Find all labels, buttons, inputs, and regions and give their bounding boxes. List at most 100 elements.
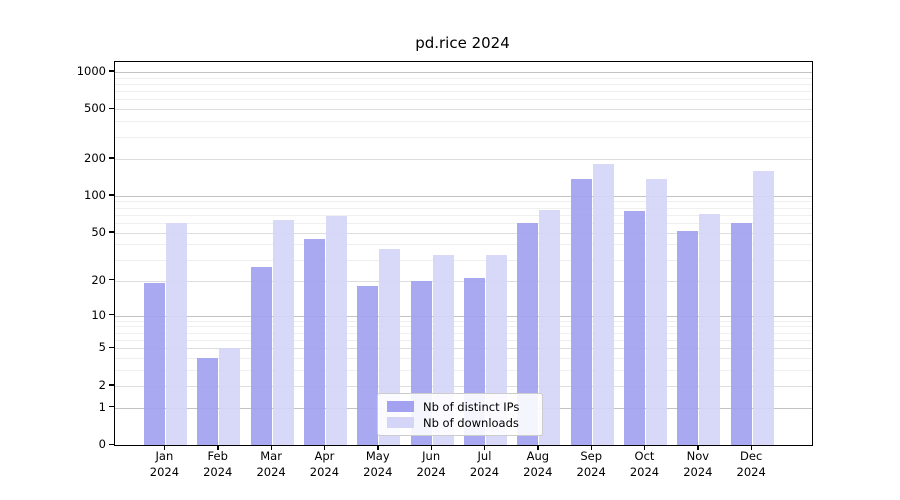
major-gridline	[115, 71, 812, 73]
x-tick-label: Nov 2024	[666, 449, 730, 480]
y-tick-mark	[109, 231, 114, 233]
y-tick-label: 0	[98, 437, 106, 451]
mid-gridline	[115, 280, 812, 282]
legend: Nb of distinct IPs Nb of downloads	[377, 393, 543, 436]
x-tick-month: Sep	[580, 449, 602, 463]
legend-item-distinct-ips: Nb of distinct IPs	[387, 399, 533, 414]
legend-label-distinct-ips: Nb of distinct IPs	[423, 399, 520, 414]
mid-gridline	[115, 348, 812, 350]
minor-gridline	[115, 77, 812, 79]
x-tick-mark	[430, 445, 433, 450]
y-tick-label: 1000	[76, 63, 106, 78]
bar-distinct-ips	[517, 223, 539, 445]
bar-distinct-ips	[677, 230, 699, 445]
y-tick-label: 200	[84, 150, 106, 165]
x-tick-month: Aug	[526, 449, 550, 463]
mid-gridline	[115, 109, 812, 111]
plot-area	[114, 61, 813, 446]
bar-downloads	[592, 164, 614, 445]
x-tick-year: 2024	[736, 464, 766, 479]
minor-gridline	[115, 207, 812, 209]
x-tick-mark	[483, 445, 486, 450]
y-tick-label: 10	[91, 307, 106, 322]
y-tick-mark	[109, 157, 114, 159]
legend-swatch-distinct-ips	[387, 401, 414, 412]
x-tick-label: May 2024	[346, 449, 410, 480]
x-tick-label: Jan 2024	[132, 449, 196, 480]
x-tick-year: 2024	[149, 464, 180, 479]
x-tick-mark	[750, 445, 753, 450]
x-tick-label: Jun 2024	[399, 449, 463, 480]
y-tick-mark	[109, 279, 114, 281]
bar-distinct-ips	[197, 358, 219, 445]
minor-gridline	[115, 332, 812, 334]
y-tick-mark	[109, 107, 114, 110]
x-tick-label: Feb 2024	[186, 449, 250, 480]
bar-downloads	[699, 214, 721, 445]
x-tick-label: Sep 2024	[559, 449, 623, 480]
x-tick-month: Oct	[634, 449, 655, 463]
bar-downloads	[219, 348, 241, 445]
minor-gridline	[115, 91, 812, 93]
minor-gridline	[115, 214, 812, 216]
x-tick-month: May	[365, 449, 390, 463]
x-tick-month: Jul	[477, 449, 492, 463]
x-tick-label: Mar 2024	[239, 449, 303, 480]
y-tick-label: 50	[91, 224, 106, 239]
bar-distinct-ips	[624, 211, 645, 445]
x-tick-label: Jul 2024	[452, 449, 516, 480]
y-tick-mark	[109, 314, 114, 316]
x-tick-month: Feb	[207, 449, 228, 463]
x-tick-month: Mar	[260, 449, 282, 463]
x-tick-mark	[217, 445, 219, 450]
mid-gridline	[115, 385, 812, 387]
minor-gridline	[115, 136, 812, 138]
minor-gridline	[115, 201, 812, 203]
bar-downloads	[752, 170, 774, 445]
x-tick-month: Jan	[155, 449, 174, 463]
bar-distinct-ips	[730, 223, 752, 445]
x-tick-label: Aug 2024	[506, 449, 570, 480]
mid-gridline	[115, 232, 812, 234]
y-tick-mark	[109, 346, 114, 349]
bar-downloads	[165, 223, 187, 445]
x-tick-mark	[163, 445, 166, 450]
x-tick-mark	[537, 445, 539, 450]
x-tick-year: 2024	[309, 464, 340, 479]
minor-gridline	[115, 99, 812, 101]
bar-distinct-ips	[303, 239, 325, 445]
x-tick-mark	[697, 445, 699, 450]
bar-downloads	[646, 179, 667, 445]
major-gridline	[115, 315, 812, 317]
minor-gridline	[115, 83, 812, 85]
y-tick-label: 20	[91, 272, 106, 287]
minor-gridline	[115, 259, 812, 261]
minor-gridline	[115, 339, 812, 341]
y-tick-label: 5	[98, 340, 106, 355]
x-tick-year: 2024	[576, 464, 606, 479]
minor-gridline	[115, 121, 812, 123]
minor-gridline	[115, 320, 812, 322]
x-tick-mark	[377, 445, 379, 450]
x-tick-label: Apr 2024	[292, 449, 356, 480]
x-tick-year: 2024	[629, 464, 660, 479]
y-tick-label: 100	[84, 187, 106, 202]
x-tick-mark	[323, 445, 326, 450]
bar-distinct-ips	[143, 283, 165, 445]
y-tick-mark	[109, 384, 114, 386]
bar-downloads	[539, 209, 561, 445]
x-tick-mark	[590, 445, 593, 450]
bar-distinct-ips	[570, 179, 592, 445]
y-tick-mark	[109, 443, 114, 445]
bar-distinct-ips	[357, 286, 379, 445]
x-tick-month: Dec	[740, 449, 763, 463]
x-tick-month: Nov	[686, 449, 710, 463]
x-tick-month: Apr	[314, 449, 335, 463]
x-tick-label: Dec 2024	[719, 449, 783, 480]
minor-gridline	[115, 223, 812, 224]
bar-downloads	[325, 216, 347, 445]
x-tick-label: Oct 2024	[613, 449, 677, 480]
minor-gridline	[115, 244, 812, 246]
x-tick-year: 2024	[363, 464, 393, 479]
y-tick-label: 2	[98, 377, 106, 392]
